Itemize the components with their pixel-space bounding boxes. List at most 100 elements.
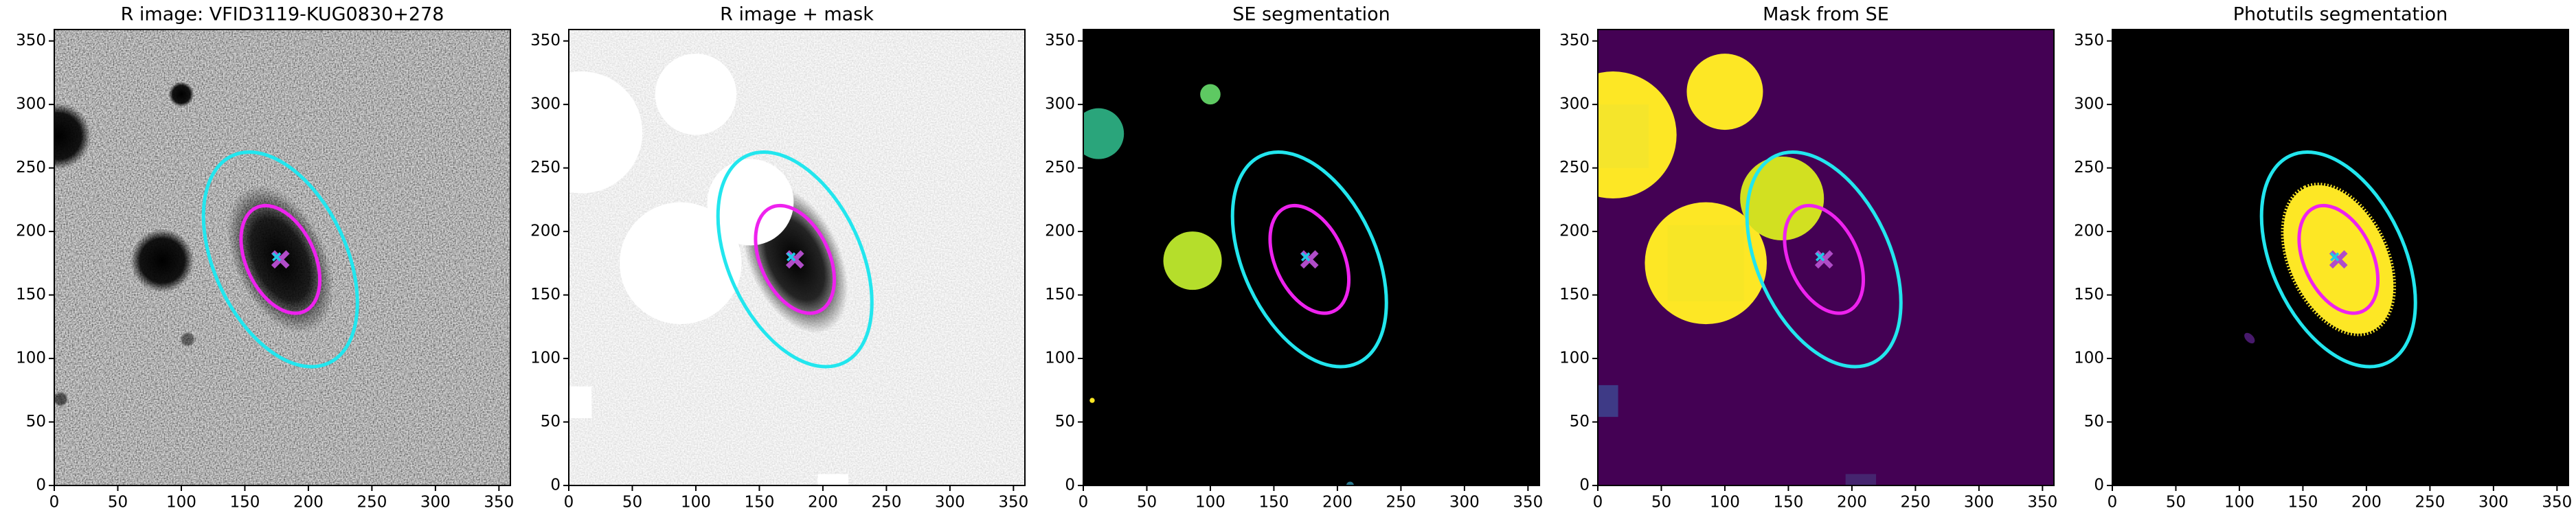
x-tick-label: 100 — [1195, 494, 1225, 512]
aperture-ellipse — [716, 150, 874, 369]
x-tick-label: 200 — [2351, 494, 2382, 512]
y-tick-label: 200 — [2074, 222, 2104, 240]
y-tick-label: 50 — [26, 413, 46, 431]
x-tick-label: 100 — [1710, 494, 1740, 512]
panel-title: R image + mask — [720, 4, 874, 25]
image — [2112, 30, 2568, 485]
y-tick-label: 0 — [36, 477, 46, 494]
image — [1083, 30, 1539, 485]
y-tick-label: 300 — [2074, 95, 2104, 113]
y-tick-label: 50 — [2084, 413, 2104, 431]
y-tick-label: 100 — [2074, 350, 2104, 367]
y-tick-label: 250 — [1045, 159, 1075, 176]
x-tick-label: 250 — [2415, 494, 2445, 512]
y-tick-label: 250 — [16, 159, 46, 176]
x-tick-label: 0 — [564, 494, 574, 512]
x-tick-label: 0 — [1078, 494, 1089, 512]
x-tick-label: 300 — [935, 494, 965, 512]
x-tick-label: 300 — [1449, 494, 1480, 512]
y-tick-label: 100 — [16, 350, 46, 367]
y-tick-label: 0 — [1065, 477, 1075, 494]
x-tick-label: 50 — [1137, 494, 1157, 512]
x-tick-label: 100 — [681, 494, 711, 512]
aperture-ellipse — [1230, 150, 1388, 369]
x-tick-label: 50 — [1651, 494, 1671, 512]
x-tick-label: 150 — [1258, 494, 1289, 512]
x-tick-label: 50 — [108, 494, 128, 512]
x-tick-label: 200 — [1322, 494, 1353, 512]
aperture-ellipse — [754, 203, 837, 315]
y-tick-label: 350 — [16, 32, 46, 49]
y-tick-label: 200 — [16, 222, 46, 240]
center-marker — [2330, 252, 2340, 262]
x-tick-label: 300 — [2478, 494, 2509, 512]
image — [1598, 30, 2054, 485]
x-tick-label: 100 — [2224, 494, 2255, 512]
panel-title: R image: VFID3119-KUG0830+278 — [121, 4, 444, 25]
y-tick-label: 0 — [2094, 477, 2104, 494]
y-tick-label: 50 — [541, 413, 561, 431]
x-tick-label: 250 — [1900, 494, 1930, 512]
center-marker — [272, 252, 282, 262]
aperture-ellipse — [1783, 203, 1866, 315]
y-tick-label: 300 — [530, 95, 561, 113]
y-tick-label: 100 — [1559, 350, 1590, 367]
y-tick-label: 150 — [530, 286, 561, 304]
y-tick-label: 300 — [1045, 95, 1075, 113]
panel-title: SE segmentation — [1232, 4, 1390, 25]
center-marker — [1301, 252, 1311, 262]
y-tick-label: 350 — [530, 32, 561, 49]
y-tick-label: 50 — [1055, 413, 1075, 431]
x-tick-label: 200 — [808, 494, 838, 512]
x-tick-label: 350 — [1513, 494, 1543, 512]
x-tick-label: 200 — [293, 494, 324, 512]
x-tick-label: 350 — [2542, 494, 2572, 512]
x-tick-label: 0 — [1593, 494, 1603, 512]
x-tick-label: 300 — [420, 494, 451, 512]
axes-frame — [2112, 29, 2569, 486]
x-tick-label: 350 — [998, 494, 1028, 512]
y-tick-label: 150 — [1559, 286, 1590, 304]
x-tick-label: 150 — [744, 494, 774, 512]
x-tick-label: 350 — [484, 494, 514, 512]
x-tick-label: 200 — [1837, 494, 1867, 512]
axes-frame — [54, 29, 511, 486]
x-tick-label: 250 — [357, 494, 387, 512]
axes-frame — [1597, 29, 2055, 486]
y-tick-label: 300 — [16, 95, 46, 113]
y-tick-label: 200 — [1559, 222, 1590, 240]
x-tick-label: 250 — [1386, 494, 1416, 512]
x-tick-label: 150 — [2287, 494, 2318, 512]
aperture-ellipse — [1745, 150, 1903, 369]
aperture-ellipse — [1268, 203, 1351, 315]
y-tick-label: 200 — [1045, 222, 1075, 240]
y-tick-label: 250 — [2074, 159, 2104, 176]
x-tick-label: 150 — [1773, 494, 1803, 512]
y-tick-label: 150 — [1045, 286, 1075, 304]
y-tick-label: 250 — [1559, 159, 1590, 176]
y-tick-label: 350 — [1045, 32, 1075, 49]
x-tick-label: 0 — [2108, 494, 2118, 512]
image — [569, 30, 1025, 485]
panel-title: Photutils segmentation — [2233, 4, 2448, 25]
y-tick-label: 350 — [1559, 32, 1590, 49]
x-tick-label: 150 — [229, 494, 260, 512]
x-tick-label: 0 — [49, 494, 60, 512]
aperture-ellipse — [2297, 203, 2380, 315]
y-tick-label: 50 — [1570, 413, 1590, 431]
x-tick-label: 100 — [166, 494, 196, 512]
y-tick-label: 150 — [2074, 286, 2104, 304]
panel-title: Mask from SE — [1763, 4, 1889, 25]
x-tick-label: 250 — [871, 494, 901, 512]
y-tick-label: 100 — [530, 350, 561, 367]
image — [54, 30, 510, 485]
y-tick-label: 250 — [530, 159, 561, 176]
y-tick-label: 0 — [550, 477, 561, 494]
center-marker — [1816, 252, 1825, 262]
y-tick-label: 150 — [16, 286, 46, 304]
aperture-ellipse — [239, 203, 322, 315]
x-tick-label: 300 — [1964, 494, 1994, 512]
x-tick-label: 350 — [2027, 494, 2057, 512]
